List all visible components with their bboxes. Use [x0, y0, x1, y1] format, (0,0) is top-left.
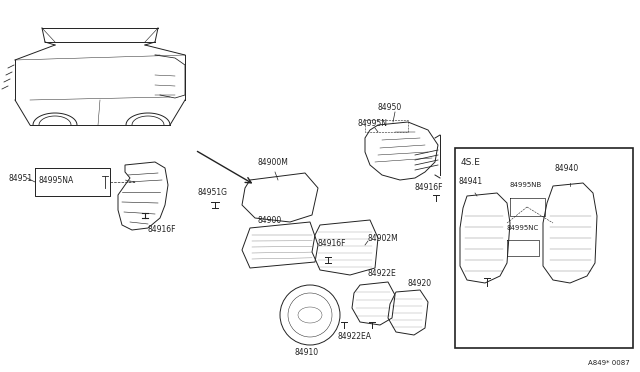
Text: 4S.E: 4S.E	[461, 158, 481, 167]
Text: 84922EA: 84922EA	[338, 332, 372, 341]
Text: 84916F: 84916F	[318, 239, 346, 248]
Text: 84922E: 84922E	[368, 269, 397, 278]
Text: 84902M: 84902M	[368, 234, 399, 243]
Text: 84916F: 84916F	[415, 183, 444, 192]
Text: 84910: 84910	[295, 348, 319, 357]
Text: 84900: 84900	[258, 216, 282, 225]
Text: 84900M: 84900M	[258, 158, 289, 167]
Text: 84920: 84920	[408, 279, 432, 288]
Text: 84916F: 84916F	[148, 225, 177, 234]
Bar	[455, 148, 633, 348]
Text: A849* 0087: A849* 0087	[588, 360, 630, 366]
Text: 84950: 84950	[378, 103, 403, 112]
Text: 84951G: 84951G	[198, 187, 228, 196]
Text: 84940: 84940	[555, 164, 579, 173]
Text: 84941: 84941	[459, 177, 483, 186]
Text: 84995NC: 84995NC	[507, 225, 540, 231]
Text: 84951: 84951	[8, 173, 32, 183]
Text: 84995N: 84995N	[358, 119, 388, 128]
Text: 84995NA: 84995NA	[38, 176, 73, 185]
Text: 84995NB: 84995NB	[510, 182, 542, 188]
